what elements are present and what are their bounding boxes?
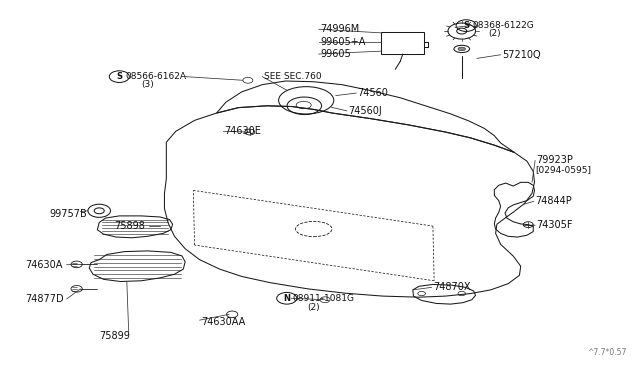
Text: 99605: 99605 <box>320 49 351 59</box>
Text: 74844P: 74844P <box>535 196 572 206</box>
Text: S: S <box>116 72 122 81</box>
Text: (3): (3) <box>141 80 154 89</box>
Text: (2): (2) <box>488 29 500 38</box>
Text: [0294-0595]: [0294-0595] <box>535 165 591 174</box>
Text: SEE SEC.760: SEE SEC.760 <box>264 72 321 81</box>
Text: 74870X: 74870X <box>433 282 470 292</box>
Text: 75899: 75899 <box>99 331 130 341</box>
Text: 74560: 74560 <box>358 88 388 98</box>
Text: N: N <box>284 294 291 303</box>
Text: 74630A: 74630A <box>25 260 63 270</box>
Text: 75898: 75898 <box>115 221 145 231</box>
Text: 74630AA: 74630AA <box>201 317 245 327</box>
Text: 08911-1081G: 08911-1081G <box>292 294 355 303</box>
Text: 08566-6162A: 08566-6162A <box>125 72 187 81</box>
Text: 74560J: 74560J <box>348 106 382 116</box>
Text: 99605+A: 99605+A <box>320 37 365 47</box>
Text: S: S <box>463 21 469 30</box>
Text: 08368-6122G: 08368-6122G <box>472 21 534 30</box>
Text: 74305F: 74305F <box>536 220 573 230</box>
Text: 79923P: 79923P <box>536 155 573 166</box>
Text: (2): (2) <box>307 302 320 311</box>
Ellipse shape <box>458 47 465 51</box>
Text: 74996M: 74996M <box>320 24 359 34</box>
Text: ^7.7*0.57: ^7.7*0.57 <box>587 348 626 357</box>
Text: 74630E: 74630E <box>225 126 262 136</box>
Text: 99757B: 99757B <box>49 209 87 219</box>
Text: 74877D: 74877D <box>25 294 64 304</box>
Text: 57210Q: 57210Q <box>502 50 541 60</box>
